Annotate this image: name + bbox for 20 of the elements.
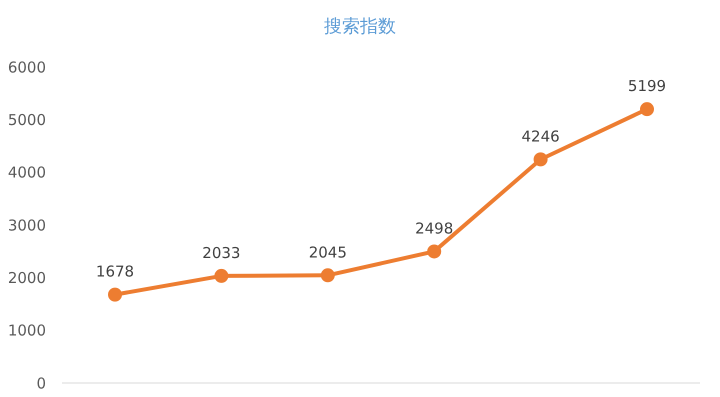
y-tick-label: 3000 xyxy=(8,216,46,234)
point xyxy=(108,288,122,302)
chart-title: 搜索指数 xyxy=(323,15,397,38)
data-label: 4246 xyxy=(522,127,560,146)
point xyxy=(534,152,548,166)
data-label: 1678 xyxy=(96,262,134,281)
y-tick-label: 6000 xyxy=(8,58,46,76)
y-tick-label: 0 xyxy=(36,374,46,392)
y-tick-label: 1000 xyxy=(8,322,46,340)
point xyxy=(214,268,228,283)
data-label: 2033 xyxy=(202,244,240,262)
data-label: 5199 xyxy=(628,77,666,96)
point xyxy=(427,244,442,258)
data-label: 2498 xyxy=(415,219,454,238)
y-tick-label: 5000 xyxy=(8,110,46,129)
y-tick-label: 2000 xyxy=(8,268,46,287)
point xyxy=(640,102,654,116)
point xyxy=(320,268,335,282)
y-tick-label: 4000 xyxy=(8,164,46,182)
data-label: 2045 xyxy=(308,243,347,262)
